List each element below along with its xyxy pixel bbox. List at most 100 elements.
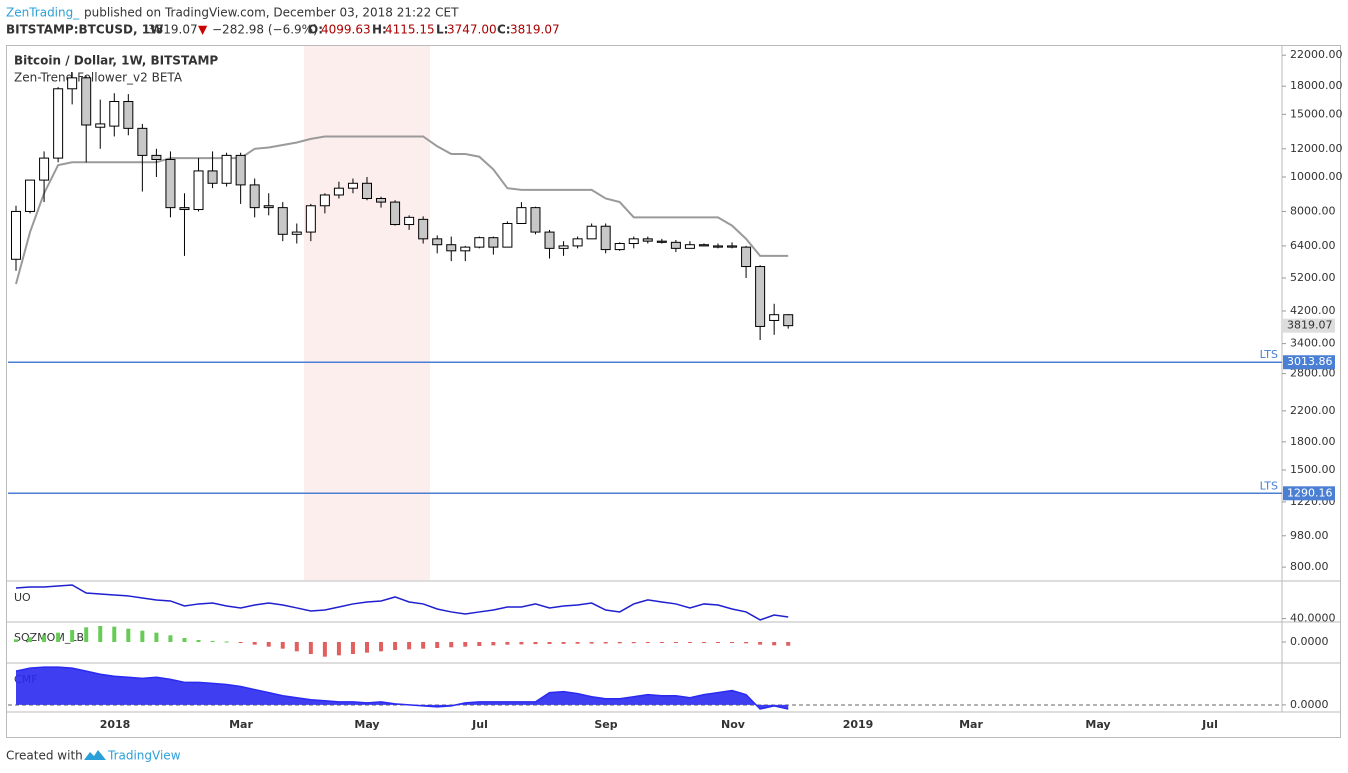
sqz-bar (716, 642, 720, 643)
c-label: C: (497, 23, 511, 37)
sqz-bar (196, 640, 201, 642)
sqz-bar (603, 642, 608, 644)
sqz-bar (350, 642, 355, 654)
sqz-bar (140, 630, 145, 642)
candle-body (600, 225, 611, 251)
candle-body (572, 238, 583, 247)
sqz-bar (70, 630, 75, 642)
candle-body (404, 216, 415, 226)
x-tick-label: Jul (1201, 718, 1218, 731)
pane-tick-label: 0.0000 (1290, 635, 1329, 648)
candle-body (755, 266, 766, 327)
candle-body (628, 238, 639, 245)
candle-body (151, 154, 162, 160)
candle-body (586, 225, 597, 240)
candle-body (670, 241, 681, 249)
x-tick-label: Mar (959, 718, 983, 731)
author[interactable]: ZenTrading_ (6, 6, 80, 20)
sqz-bar (365, 642, 369, 653)
sqz-bar (84, 627, 89, 642)
sqz-bar (126, 628, 131, 642)
level-name: LTS (1260, 479, 1278, 492)
last: 3819.07 (148, 23, 198, 37)
sqz-bar (280, 642, 285, 649)
change: −282.98 (−6.9%) (212, 23, 318, 37)
candle-body (347, 182, 358, 189)
uo-line (15, 584, 789, 621)
candle-body (333, 187, 344, 196)
candle-body (558, 245, 569, 249)
candle-body (319, 194, 330, 207)
pane-tick-label: 40.0000 (1290, 612, 1336, 625)
candle-body (516, 207, 527, 224)
x-tick-label: Sep (594, 718, 617, 731)
sqz-bar (266, 642, 271, 647)
y-tick-label: 18000.00 (1290, 79, 1343, 92)
sqz-bar (645, 642, 650, 644)
x-tick-label: Mar (229, 718, 253, 731)
low: 3747.00 (447, 23, 497, 37)
candle-body (614, 243, 625, 251)
sqz-bar (631, 642, 636, 644)
sqz-bar (112, 626, 117, 642)
sqz-bar (14, 639, 18, 642)
candle-body (390, 201, 401, 226)
sqz-bar (154, 632, 159, 642)
sqz-bar (659, 642, 664, 643)
sqz-bar (772, 642, 777, 646)
candle-body (277, 207, 288, 235)
candle-body (207, 170, 218, 184)
candle-body (179, 207, 190, 211)
level-tag (1283, 355, 1335, 370)
level-tag (1283, 486, 1335, 501)
candle-body (713, 245, 723, 248)
candle-body (123, 101, 134, 129)
y-tick-label: 15000.00 (1290, 107, 1343, 120)
frame (6, 45, 1341, 738)
sqz-bar (786, 642, 791, 646)
y-tick-label: 2800.00 (1290, 367, 1336, 380)
x-tick-label: 2019 (843, 718, 874, 731)
candle-body (53, 88, 64, 159)
candle-body (165, 158, 176, 209)
candle-body (502, 222, 513, 248)
candle-body (446, 244, 457, 252)
sqz-bar (224, 641, 229, 643)
cmf-fill (16, 667, 789, 709)
sqz-bar (407, 642, 412, 650)
sqz-bar (435, 642, 440, 648)
candle-body (727, 245, 738, 248)
candle-body (698, 244, 709, 247)
price-tag-label: 3819.07 (1287, 319, 1333, 332)
sqz-bar (210, 640, 215, 642)
y-tick-label: 2200.00 (1290, 404, 1336, 417)
candle-body (642, 238, 653, 242)
brand[interactable]: TradingView (107, 749, 181, 763)
candle-body (684, 244, 695, 249)
sqz-bar (589, 642, 594, 644)
sqz-bar (561, 642, 566, 644)
candle-body (291, 231, 302, 235)
sqz-bar (98, 626, 103, 642)
sqz-bar (393, 642, 398, 650)
candle-body (741, 246, 752, 268)
sqz-bar (744, 642, 749, 644)
candle-body (39, 157, 50, 181)
x-tick-label: May (354, 718, 379, 731)
candle-body (362, 182, 372, 199)
sqz-bar (730, 642, 735, 643)
sqz-bar (168, 635, 173, 642)
sqz-bar (421, 642, 426, 649)
open: 4099.63 (321, 23, 371, 37)
sqz-bar (701, 642, 706, 643)
candle-body (783, 314, 794, 327)
sqz-bar (308, 642, 313, 654)
chart-title: Bitcoin / Dollar, 1W, BITSTAMP (14, 54, 218, 68)
sqz-bar (673, 642, 678, 643)
sqz-bar (491, 642, 496, 646)
candle-body (376, 197, 387, 203)
sqz-bar (449, 642, 454, 648)
high: 4115.15 (385, 23, 435, 37)
level-tag-label: 1290.16 (1287, 486, 1333, 499)
